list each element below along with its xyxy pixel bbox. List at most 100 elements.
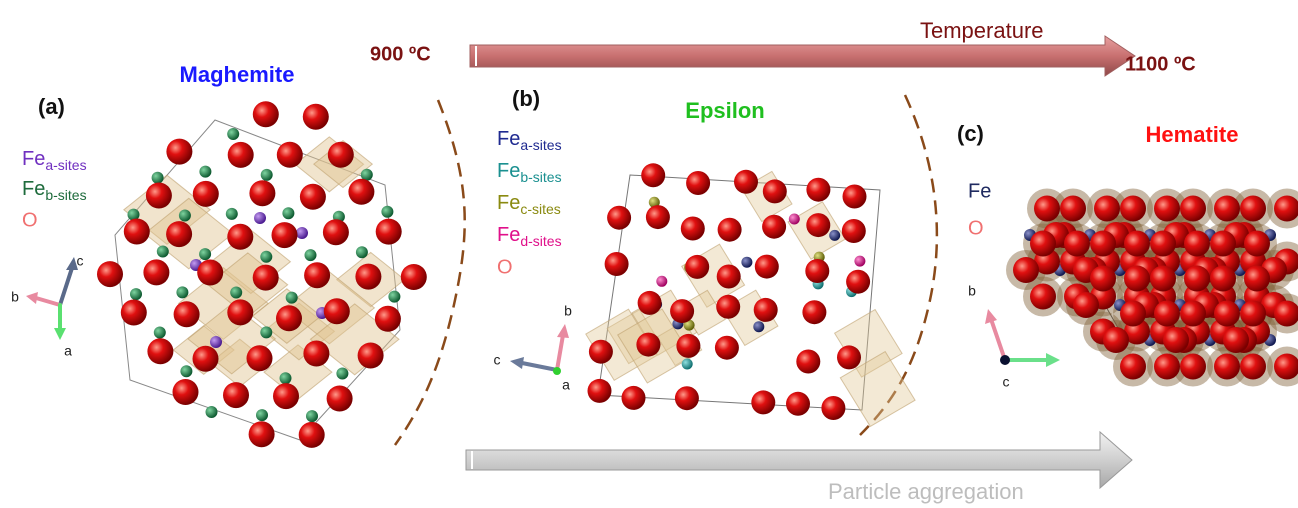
- arrow-head: [985, 309, 997, 324]
- legend-entry: Fea-sites: [22, 148, 87, 172]
- axis-triad: [985, 309, 1060, 367]
- atom: [306, 410, 318, 422]
- legend-entry: O: [497, 256, 513, 278]
- atom: [324, 298, 350, 324]
- axis-dot: [553, 367, 561, 375]
- legend-entry: O: [22, 209, 38, 231]
- atom: [829, 230, 840, 241]
- atom: [176, 286, 188, 298]
- temp-start: 900 ºC: [370, 43, 431, 65]
- atom: [806, 178, 830, 202]
- axis-label: c: [1003, 374, 1010, 390]
- atom: [323, 219, 349, 245]
- atom: [376, 219, 402, 245]
- legend-entry: Fe: [968, 180, 991, 202]
- atom: [305, 249, 317, 261]
- atom: [300, 184, 326, 210]
- atom: [166, 221, 192, 247]
- atom: [1240, 301, 1266, 327]
- atom: [256, 409, 268, 421]
- atom: [1210, 266, 1236, 292]
- atom: [210, 336, 222, 348]
- panel-label: (b): [512, 86, 540, 111]
- atom: [1060, 196, 1086, 222]
- atom: [1210, 231, 1236, 257]
- axis-triad: [26, 257, 78, 340]
- atom: [336, 368, 348, 380]
- atom: [199, 166, 211, 178]
- axis-dot: [1000, 355, 1010, 365]
- atom: [1154, 301, 1180, 327]
- atom: [715, 336, 739, 360]
- atom: [638, 291, 662, 315]
- panel-label: (a): [38, 94, 65, 119]
- atom: [843, 185, 867, 209]
- atom: [180, 365, 192, 377]
- axis-arrow: [60, 268, 72, 305]
- atom: [299, 422, 325, 448]
- temp-label: Temperature: [920, 18, 1044, 43]
- atom: [199, 248, 211, 260]
- atom: [1124, 231, 1150, 257]
- atom: [636, 333, 660, 357]
- atom: [260, 251, 272, 263]
- atom: [685, 255, 709, 279]
- atom: [227, 128, 239, 140]
- atom: [754, 298, 778, 322]
- axis-arrow: [557, 335, 563, 370]
- crystal-structures: [97, 101, 1298, 448]
- atom: [607, 206, 631, 230]
- atom: [753, 321, 764, 332]
- atom: [854, 256, 865, 267]
- atom: [1120, 354, 1146, 380]
- atom: [124, 219, 150, 245]
- axis-label: b: [564, 303, 572, 319]
- atom: [193, 346, 219, 372]
- atom: [1180, 196, 1206, 222]
- atom: [179, 210, 191, 222]
- atom: [154, 327, 166, 339]
- atom: [355, 264, 381, 290]
- atom: [717, 265, 741, 289]
- atom: [286, 292, 298, 304]
- atom: [1124, 266, 1150, 292]
- atom: [751, 390, 775, 414]
- unit-cell: [598, 175, 880, 410]
- axis-label: a: [562, 377, 570, 393]
- atom: [605, 252, 629, 276]
- atom: [1214, 354, 1240, 380]
- atom: [675, 386, 699, 410]
- atom: [842, 219, 866, 243]
- atom: [806, 213, 830, 237]
- atom: [1090, 231, 1116, 257]
- atom: [282, 207, 294, 219]
- atom: [1163, 327, 1189, 353]
- atom: [1240, 196, 1266, 222]
- atom: [1184, 231, 1210, 257]
- atom: [130, 288, 142, 300]
- atom: [1214, 301, 1240, 327]
- atom: [1154, 354, 1180, 380]
- atom: [1030, 284, 1056, 310]
- temp-end: 1100 ºC: [1125, 53, 1196, 75]
- legend-entry: Fec-sites: [497, 192, 561, 216]
- legend-entry: Feb-sites: [22, 178, 87, 202]
- atom: [304, 262, 330, 288]
- atom: [197, 260, 223, 286]
- atom: [821, 396, 845, 420]
- legend-entry: Feb-sites: [497, 160, 562, 184]
- atom: [280, 372, 292, 384]
- aggregation-arrow: [466, 432, 1132, 488]
- atom: [762, 215, 786, 239]
- atom: [802, 300, 826, 324]
- atom: [676, 334, 700, 358]
- atom: [682, 359, 693, 370]
- atom: [734, 170, 758, 194]
- atom: [375, 306, 401, 332]
- atom: [253, 101, 279, 127]
- atom: [228, 142, 254, 168]
- atom: [97, 261, 123, 287]
- atom: [273, 383, 299, 409]
- atom: [1154, 196, 1180, 222]
- axis-label: a: [64, 343, 72, 359]
